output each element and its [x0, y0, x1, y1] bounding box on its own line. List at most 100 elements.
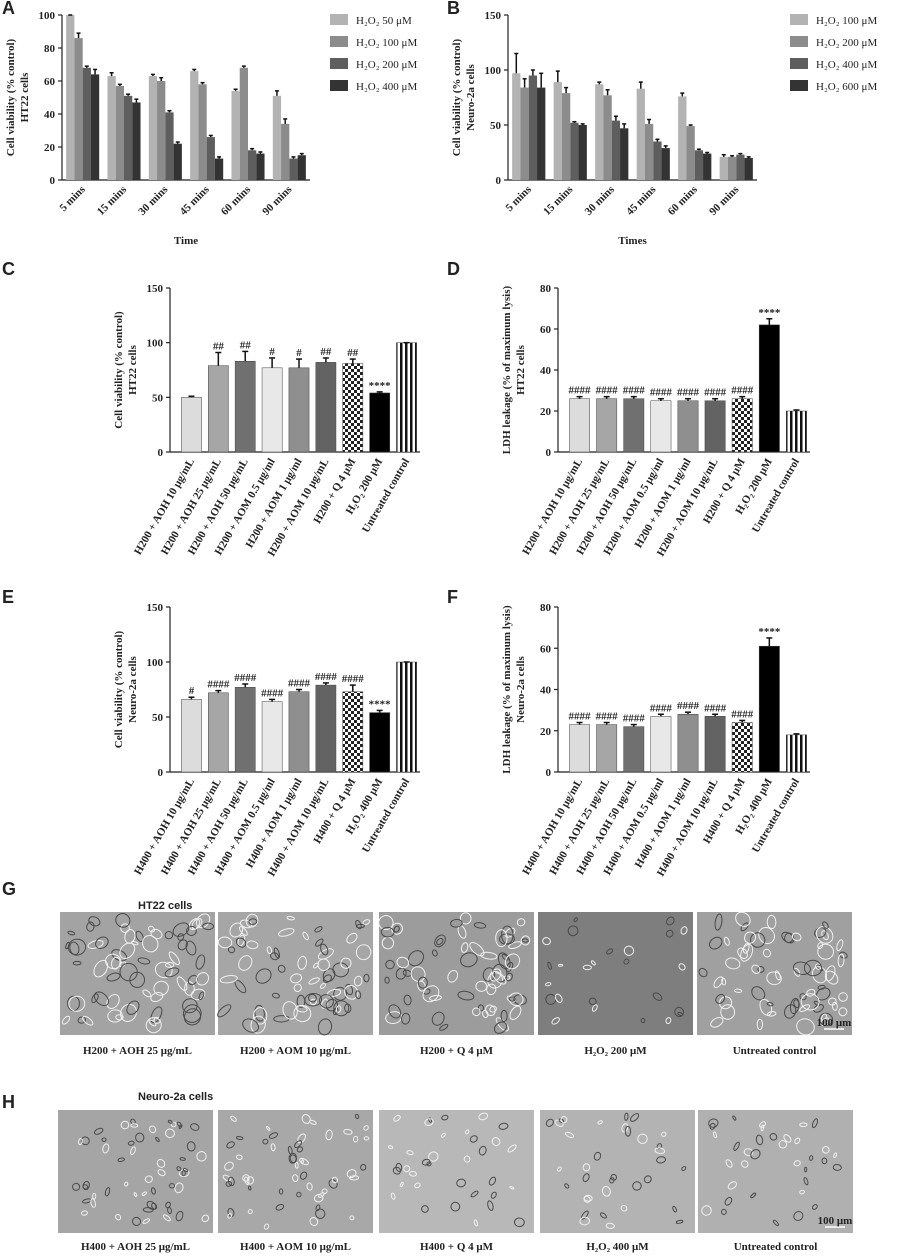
- bar: [636, 88, 645, 180]
- y-axis-label: Cell viability (% control): [5, 38, 17, 156]
- cell: [460, 942, 469, 953]
- significance-label: ####: [342, 673, 365, 685]
- cell: [268, 1132, 279, 1139]
- x-tick-label: 5 mins: [57, 183, 88, 214]
- bar: [107, 76, 116, 180]
- cell: [301, 1114, 311, 1124]
- cell: [821, 1157, 828, 1165]
- cell: [185, 940, 197, 956]
- cell: [237, 934, 246, 947]
- significance-label: ##: [347, 347, 359, 359]
- bar: [569, 398, 590, 453]
- x-tick-label: 5 mins: [504, 183, 535, 214]
- bar: [148, 76, 158, 180]
- cell: [315, 938, 324, 947]
- bar: [758, 645, 780, 773]
- significance-label: ****: [369, 380, 392, 392]
- cell: [297, 1133, 306, 1144]
- cell: [675, 1219, 684, 1224]
- cell: [175, 1210, 184, 1222]
- cells: [217, 913, 372, 1036]
- cell: [156, 1159, 166, 1168]
- cell: [793, 1211, 804, 1222]
- cell: [226, 1141, 235, 1149]
- cell: [67, 930, 76, 936]
- cell: [734, 988, 743, 993]
- cell: [242, 1174, 250, 1182]
- cell: [725, 1159, 733, 1168]
- cell: [417, 976, 428, 989]
- significance-label: ####: [207, 679, 230, 691]
- cell: [620, 1204, 628, 1212]
- cell: [762, 948, 772, 958]
- cells: [701, 1115, 842, 1227]
- cell: [388, 1004, 402, 1019]
- micrograph-caption: H200 + AOH 25 μg/mL: [83, 1045, 192, 1057]
- cell: [293, 983, 302, 993]
- y-tick-label: 60: [540, 324, 552, 336]
- cell: [82, 1015, 94, 1026]
- cell: [183, 1008, 202, 1026]
- cell: [750, 1192, 757, 1199]
- cell: [825, 970, 839, 985]
- bar: [231, 90, 240, 180]
- cell: [266, 1126, 271, 1131]
- cell: [599, 1212, 607, 1219]
- cell: [516, 918, 526, 927]
- cell: [551, 1017, 560, 1025]
- cell: [450, 1201, 461, 1212]
- cell: [495, 929, 508, 948]
- significance-label: ####: [261, 687, 284, 699]
- bar: [342, 363, 364, 453]
- cell: [255, 968, 272, 984]
- cell: [573, 917, 578, 923]
- bar: [595, 84, 604, 180]
- cell: [482, 1009, 489, 1018]
- cell: [344, 984, 359, 1000]
- cell: [144, 1175, 153, 1183]
- cell: [278, 1188, 284, 1195]
- significance-label: #: [269, 346, 275, 358]
- cell: [429, 994, 442, 1001]
- cell: [107, 1009, 123, 1023]
- cell: [759, 1121, 767, 1128]
- cells: [387, 1112, 525, 1228]
- legend-swatch: [330, 14, 348, 25]
- cell: [177, 933, 185, 941]
- cell: [92, 1192, 97, 1200]
- cell: [665, 1017, 672, 1025]
- y-axis-label: Neuro-2a cells: [515, 655, 527, 722]
- cell: [86, 921, 95, 932]
- cell: [179, 1157, 186, 1161]
- micrograph-caption: Untreated control: [733, 1045, 817, 1057]
- scale-bar-label: 100 μm: [817, 1017, 852, 1029]
- micrograph-caption: H₂O₂ 200 μM: [584, 1045, 647, 1057]
- cell: [271, 992, 280, 999]
- cell: [91, 993, 99, 1004]
- cell: [317, 948, 334, 960]
- cell: [740, 944, 754, 962]
- cell: [227, 1213, 232, 1219]
- cell: [640, 1017, 646, 1024]
- cell: [82, 1180, 90, 1191]
- cell: [799, 1004, 811, 1012]
- cell: [485, 1004, 496, 1017]
- cell: [201, 1214, 210, 1223]
- cell: [428, 1117, 433, 1123]
- legend-label: H₂O₂ 100 μM: [816, 15, 877, 27]
- significance-label: ####: [569, 385, 592, 397]
- cell: [78, 1138, 83, 1146]
- bar: [727, 156, 737, 180]
- cell: [178, 1124, 183, 1130]
- cell: [148, 1019, 157, 1027]
- cell: [182, 998, 198, 1014]
- cell: [582, 964, 592, 971]
- cell: [557, 963, 564, 967]
- cell: [545, 1118, 554, 1127]
- cell: [804, 1166, 808, 1173]
- cell: [756, 1018, 764, 1031]
- cell: [308, 977, 320, 985]
- x-tick-label: 45 mins: [178, 183, 213, 218]
- cell: [709, 1122, 716, 1130]
- cell: [302, 931, 309, 941]
